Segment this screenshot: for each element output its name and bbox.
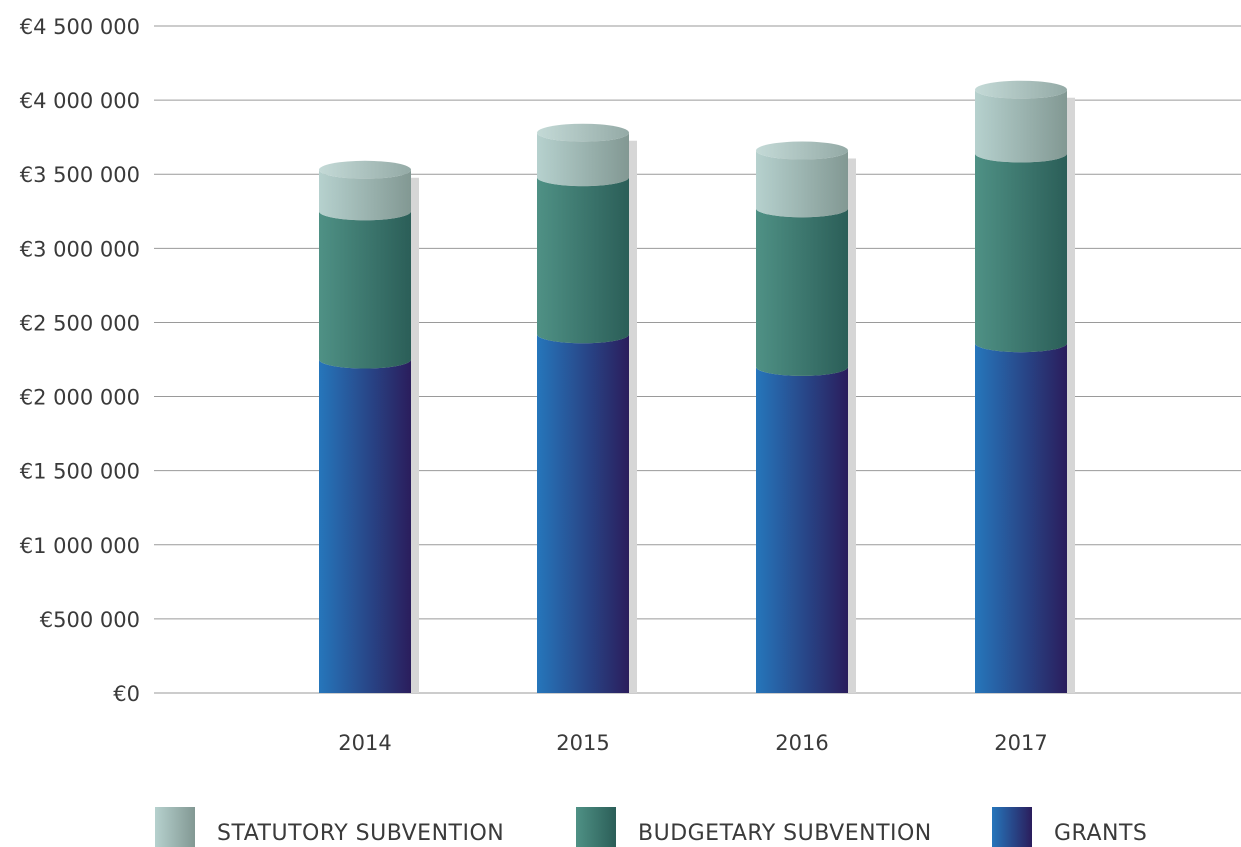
y-tick-label: €1 000 000 bbox=[20, 534, 140, 558]
bar-shadows bbox=[327, 97, 1075, 694]
bars bbox=[319, 80, 1067, 693]
y-tick-label: €500 000 bbox=[40, 608, 140, 632]
bar-statutory-subvention-2017 bbox=[975, 89, 1067, 163]
gridlines bbox=[154, 25, 1241, 694]
bar-top-cap-2015 bbox=[537, 123, 629, 142]
bar-budgetary-subvention-2014 bbox=[319, 211, 411, 369]
bar-statutory-subvention-2014 bbox=[319, 169, 411, 221]
bar-grants-2014 bbox=[319, 359, 411, 693]
bar-budgetary-subvention-2015 bbox=[537, 177, 629, 344]
bar-top-cap-2014 bbox=[319, 160, 411, 179]
y-tick-label: €2 500 000 bbox=[20, 311, 140, 335]
bar-budgetary-subvention-2016 bbox=[756, 208, 848, 376]
bar-grants-2016 bbox=[756, 366, 848, 693]
legend-label-statutory-subvention: STATUTORY SUBVENTION bbox=[217, 821, 505, 846]
x-axis-tick-labels: 2014 2015 2016 2017 bbox=[338, 731, 1047, 755]
legend: STATUTORY SUBVENTION BUDGETARY SUBVENTIO… bbox=[0, 800, 1241, 847]
legend-swatch-budgetary-subvention bbox=[576, 807, 616, 847]
legend-label-budgetary-subvention: BUDGETARY SUBVENTION bbox=[638, 821, 932, 846]
legend-label-grants: GRANTS bbox=[1054, 821, 1148, 846]
legend-swatch-statutory-subvention bbox=[155, 807, 195, 847]
bar-grants-2017 bbox=[975, 343, 1067, 693]
bar-budgetary-subvention-2017 bbox=[975, 153, 1067, 353]
y-tick-label: €0 bbox=[113, 682, 140, 706]
y-tick-label: €3 000 000 bbox=[20, 237, 140, 261]
stacked-cylinder-bar-chart: €0 €500 000 €1 000 000 €1 500 000 €2 000 000… bbox=[20, 15, 1241, 755]
legend-swatch-grants bbox=[992, 807, 1032, 847]
x-tick-label-2017: 2017 bbox=[994, 731, 1047, 755]
y-tick-label: €3 500 000 bbox=[20, 163, 140, 187]
x-tick-label-2015: 2015 bbox=[556, 731, 609, 755]
bar-statutory-subvention-2016 bbox=[756, 150, 848, 218]
y-axis-tick-labels: €0 €500 000 €1 000 000 €1 500 000 €2 000 000… bbox=[20, 15, 140, 706]
bar-grants-2015 bbox=[537, 334, 629, 693]
bar-top-cap-2016 bbox=[756, 141, 848, 160]
bar-top-cap-2017 bbox=[975, 80, 1067, 99]
bar-statutory-subvention-2015 bbox=[537, 132, 629, 187]
x-tick-label-2016: 2016 bbox=[775, 731, 828, 755]
y-tick-label: €2 000 000 bbox=[20, 386, 140, 410]
y-tick-label: €1 500 000 bbox=[20, 460, 140, 484]
x-tick-label-2014: 2014 bbox=[338, 731, 391, 755]
y-tick-label: €4 000 000 bbox=[20, 89, 140, 113]
y-tick-label: €4 500 000 bbox=[20, 15, 140, 39]
